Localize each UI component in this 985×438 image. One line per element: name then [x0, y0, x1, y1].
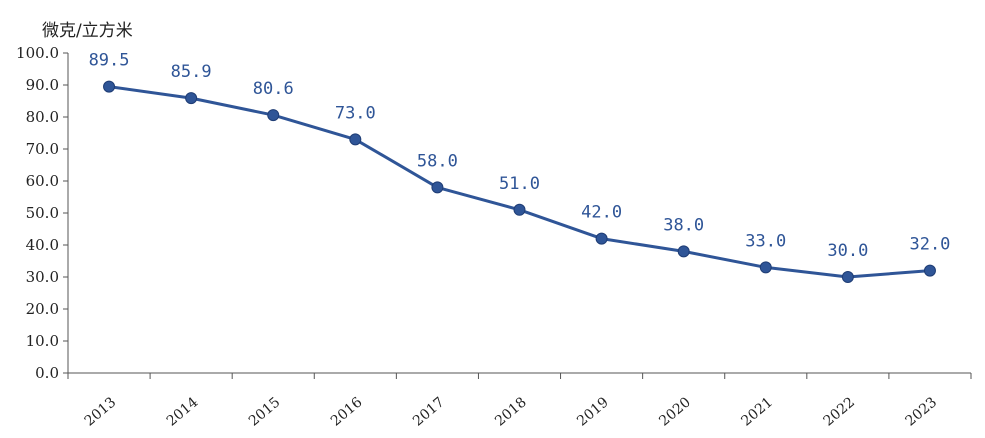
x-tick-label: 2021 — [738, 394, 776, 429]
y-tick-label: 70.0 — [26, 140, 59, 158]
y-tick-label: 20.0 — [26, 300, 59, 318]
data-label: 58.0 — [417, 151, 458, 171]
data-label: 51.0 — [499, 174, 540, 194]
data-label: 33.0 — [745, 231, 786, 251]
data-point — [349, 133, 362, 146]
x-tick-label: 2019 — [574, 394, 612, 429]
x-tick-label: 2016 — [328, 394, 366, 429]
y-tick-label: 0.0 — [35, 364, 59, 382]
x-tick-label: 2023 — [903, 394, 941, 429]
y-tick-label: 80.0 — [26, 108, 59, 126]
y-tick-label: 40.0 — [26, 236, 59, 254]
x-tick-label: 2013 — [82, 394, 120, 429]
data-label: 85.9 — [171, 62, 212, 82]
data-label: 32.0 — [909, 235, 950, 255]
y-tick-label: 10.0 — [26, 332, 59, 350]
y-tick-label: 90.0 — [26, 76, 59, 94]
y-tick-label: 60.0 — [26, 172, 59, 190]
y-axis-unit-label: 微克/立方米 — [42, 21, 133, 41]
x-tick-label: 2017 — [410, 394, 448, 429]
y-tick-label: 30.0 — [26, 268, 59, 286]
data-point — [677, 245, 690, 258]
y-tick-label: 50.0 — [26, 204, 59, 222]
data-point — [267, 109, 280, 122]
data-point — [185, 92, 198, 105]
data-point — [841, 271, 854, 283]
x-tick-label: 2014 — [164, 394, 202, 429]
data-label: 42.0 — [581, 203, 622, 223]
data-point — [759, 261, 772, 274]
data-point — [923, 264, 936, 277]
data-point — [431, 181, 444, 194]
x-tick-label: 2020 — [656, 394, 694, 429]
y-tick-label: 100.0 — [16, 44, 59, 62]
data-label: 80.6 — [253, 79, 294, 99]
x-tick-label: 2018 — [492, 394, 530, 429]
data-point — [595, 232, 608, 245]
data-label: 30.0 — [827, 241, 868, 261]
x-tick-label: 2022 — [820, 394, 858, 429]
data-label: 89.5 — [89, 51, 130, 71]
data-label: 38.0 — [663, 215, 704, 235]
data-point — [103, 80, 116, 93]
data-point — [513, 203, 526, 216]
data-label: 73.0 — [335, 103, 376, 123]
x-tick-label: 2015 — [246, 394, 284, 429]
